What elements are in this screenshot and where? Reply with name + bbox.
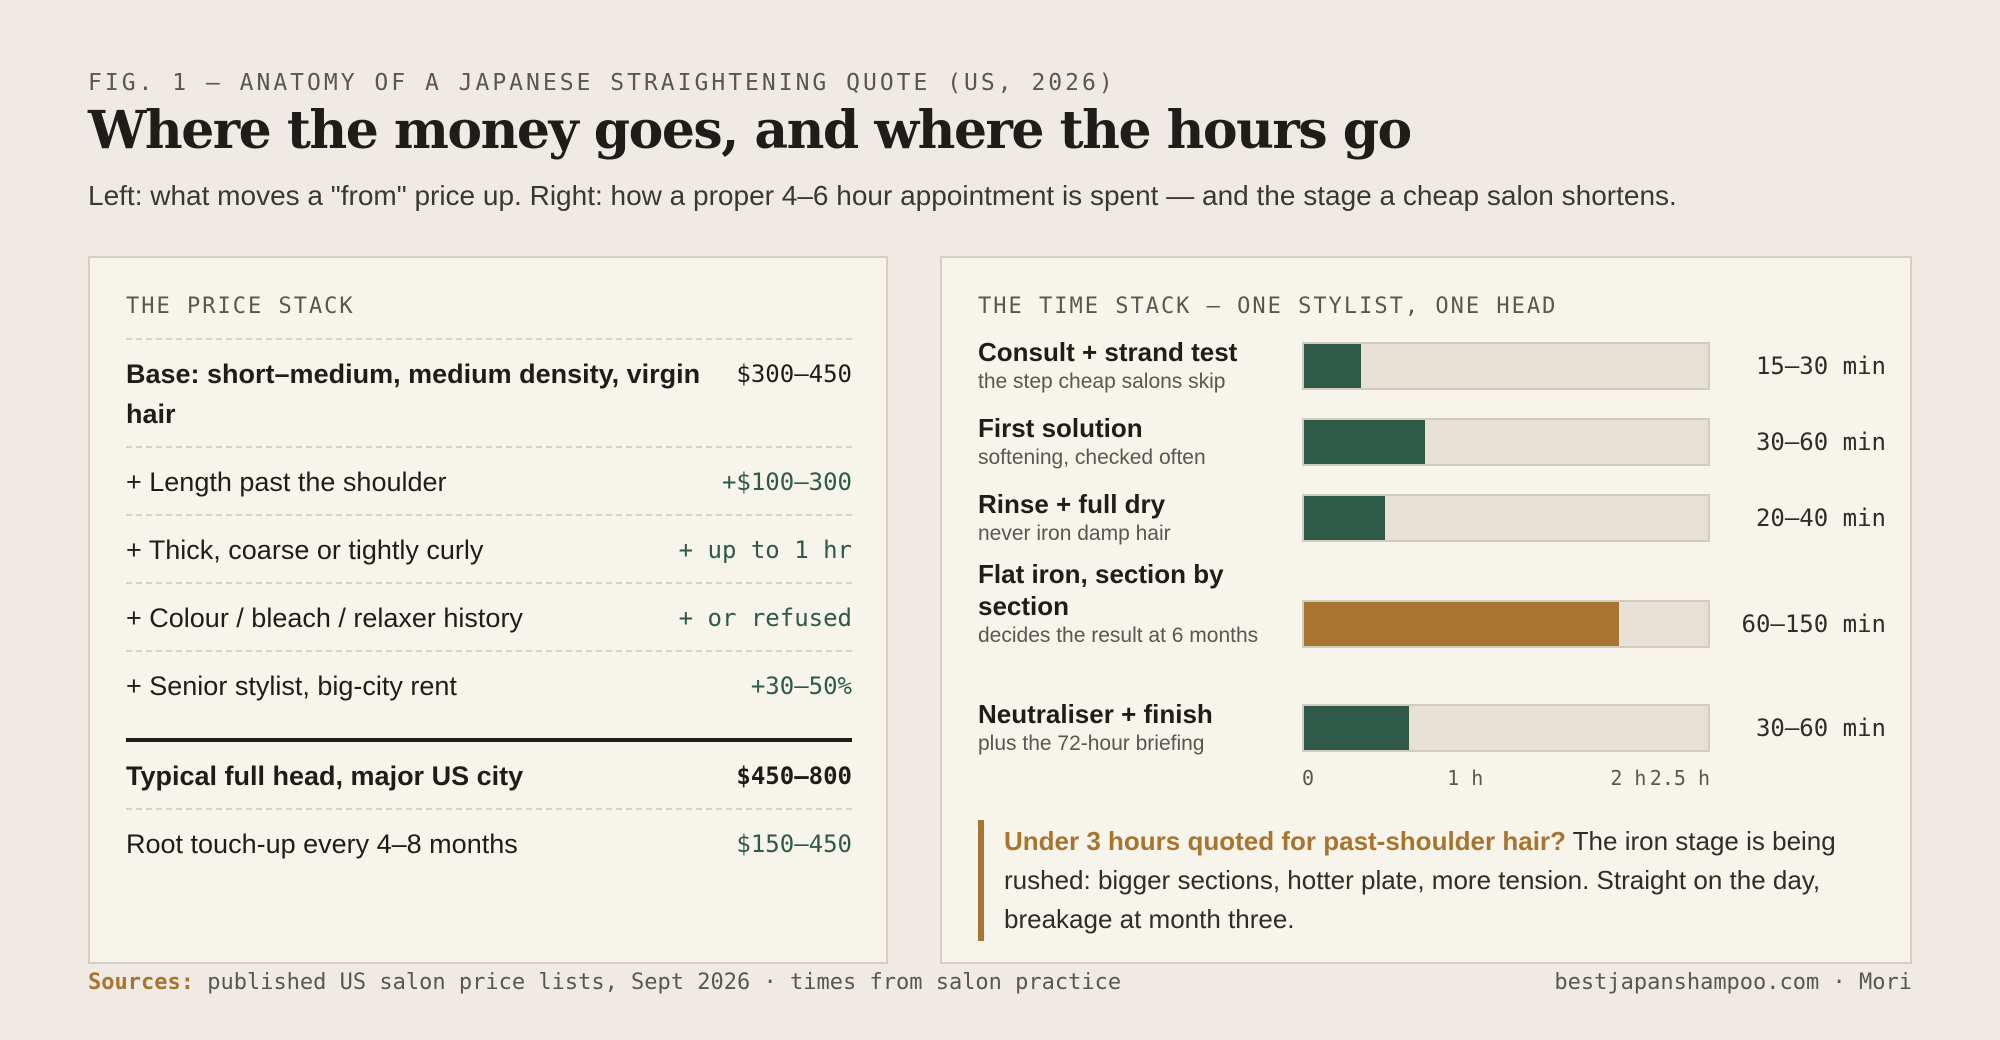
- bar-1: [1304, 344, 1361, 388]
- x-tick-label: 1 h: [1447, 766, 1484, 790]
- price-stack-heading: THE PRICE STACK: [126, 294, 355, 319]
- price-total-value: $450–800: [736, 762, 852, 790]
- price-row-value: +30–50%: [750, 672, 852, 700]
- bar-track: [1302, 342, 1710, 390]
- price-row-label: + Senior stylist, big-city rent: [126, 671, 457, 701]
- duration-label: 60–150 min: [1741, 610, 1887, 638]
- bar-track: [1302, 494, 1710, 542]
- price-row-base: Base: short–medium, medium density, virg…: [126, 338, 852, 446]
- stage-note: softening, checked often: [978, 446, 1206, 469]
- bar-5: [1304, 706, 1409, 750]
- price-row-total: Typical full head, major US city $450–80…: [126, 738, 852, 808]
- price-row-stylist: + Senior stylist, big-city rent +30–50%: [126, 650, 852, 718]
- bar-4: [1304, 602, 1619, 646]
- stage-label: Neutraliser + finish plus the 72-hour bri…: [978, 698, 1268, 758]
- price-list: Base: short–medium, medium density, virg…: [126, 338, 852, 876]
- bar-track: [1302, 418, 1710, 466]
- page-title: Where the money goes, and where the hour…: [88, 100, 1412, 161]
- price-stack-panel: THE PRICE STACK Base: short–medium, medi…: [88, 256, 888, 964]
- page-subtitle: Left: what moves a "from" price up. Righ…: [88, 180, 1677, 211]
- bar-track: [1302, 600, 1710, 648]
- sources-text: published US salon price lists, Sept 202…: [193, 970, 1122, 995]
- duration-label: 30–60 min: [1755, 714, 1886, 742]
- duration-label: 20–40 min: [1755, 504, 1886, 532]
- price-total-label: Typical full head, major US city: [126, 761, 524, 791]
- stage-note: plus the 72-hour briefing: [978, 732, 1205, 755]
- price-row-label: + Colour / bleach / relaxer history: [126, 603, 523, 633]
- bar-3: [1304, 496, 1385, 540]
- bar-2: [1304, 420, 1425, 464]
- credit: bestjapanshampoo.com · Mori: [1554, 970, 1912, 995]
- stage-name: First solution: [978, 413, 1143, 443]
- stage-name: Consult + strand test: [978, 337, 1238, 367]
- rushed-iron-callout: Under 3 hours quoted for past-shoulder h…: [978, 820, 1878, 941]
- price-row-label: + Thick, coarse or tightly curly: [126, 535, 484, 565]
- price-row-value: + or refused: [678, 604, 852, 632]
- price-row-value: +$100–300: [721, 468, 852, 496]
- price-row-value: $300–450: [736, 360, 852, 388]
- x-tick-label: 2.5 h: [1649, 766, 1710, 790]
- figure-kicker: FIG. 1 — ANATOMY OF A JAPANESE STRAIGHTE…: [88, 70, 1116, 96]
- price-touchup-label: Root touch-up every 4–8 months: [126, 829, 518, 859]
- price-row-history: + Colour / bleach / relaxer history + or…: [126, 582, 852, 650]
- footer: Sources: published US salon price lists,…: [88, 970, 1912, 995]
- price-row-texture: + Thick, coarse or tightly curly + up to…: [126, 514, 852, 582]
- stage-label: Consult + strand test the step cheap salo…: [978, 336, 1268, 396]
- sources-label: Sources:: [88, 970, 194, 995]
- price-row-touchup: Root touch-up every 4–8 months $150–450: [126, 808, 852, 876]
- price-touchup-value: $150–450: [736, 830, 852, 858]
- duration-label: 15–30 min: [1755, 352, 1886, 380]
- stage-note: the step cheap salons skip: [978, 370, 1226, 393]
- callout-text: The iron stage is being rushed: bigger s…: [1004, 826, 1836, 934]
- stage-name: Flat iron, section by section: [978, 559, 1224, 621]
- x-tick-label: 0: [1302, 766, 1315, 790]
- stage-label: Flat iron, section by section decides the…: [978, 558, 1268, 650]
- stage-name: Neutraliser + finish: [978, 699, 1213, 729]
- callout-emphasis: Under 3 hours quoted for past-shoulder h…: [1004, 826, 1566, 856]
- stage-label: First solution softening, checked often: [978, 412, 1268, 472]
- price-row-value: + up to 1 hr: [678, 536, 852, 564]
- duration-label: 30–60 min: [1755, 428, 1886, 456]
- bar-track: [1302, 704, 1710, 752]
- stage-note: decides the result at 6 months: [978, 624, 1259, 647]
- stage-name: Rinse + full dry: [978, 489, 1166, 519]
- price-row-length: + Length past the shoulder +$100–300: [126, 446, 852, 514]
- x-tick-label: 2 h: [1610, 766, 1647, 790]
- time-stack-heading: THE TIME STACK — ONE STYLIST, ONE HEAD: [978, 294, 1558, 319]
- price-row-label: Base: short–medium, medium density, virg…: [126, 359, 701, 429]
- stage-note: never iron damp hair: [978, 522, 1171, 545]
- price-row-label: + Length past the shoulder: [126, 467, 447, 497]
- stage-label: Rinse + full dry never iron damp hair: [978, 488, 1268, 548]
- time-stack-panel: THE TIME STACK — ONE STYLIST, ONE HEAD U…: [940, 256, 1912, 964]
